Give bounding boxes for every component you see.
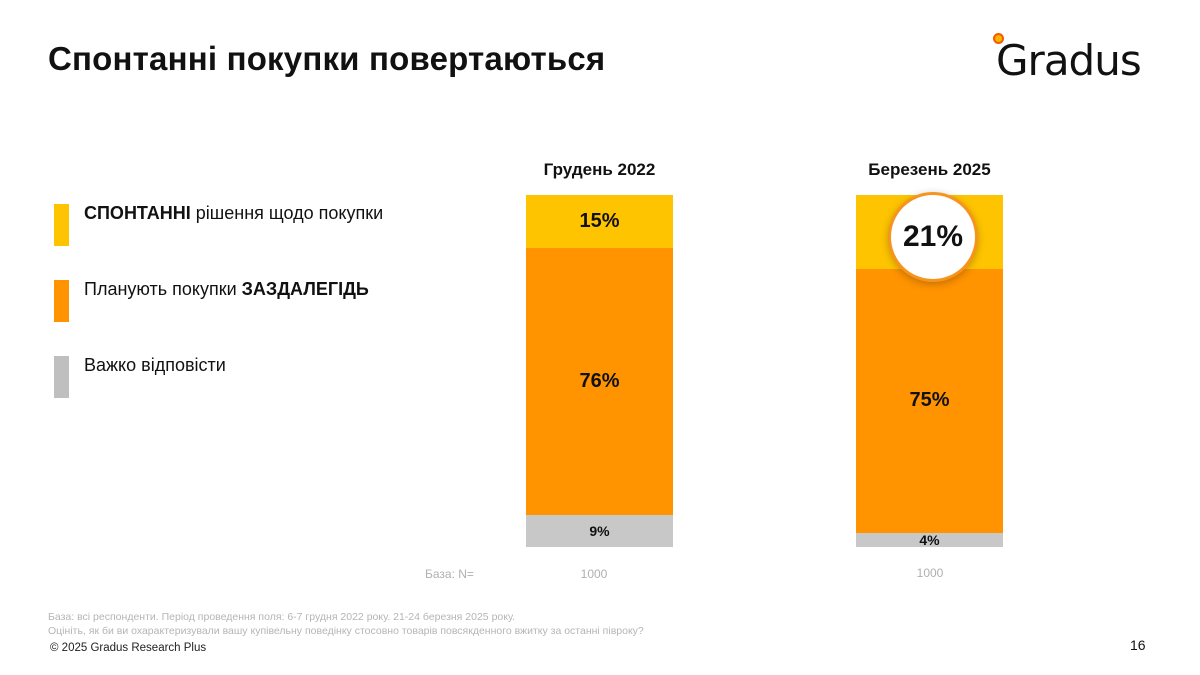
bar-segment-hard-to-say-1: 4%: [856, 531, 1003, 548]
bar-segment-hard-to-say-0: 9%: [526, 515, 673, 547]
base-value-2025: 1000: [916, 566, 944, 580]
legend-swatch-hard-to-say: [54, 356, 69, 398]
bar-segment-planned-0: 76%: [526, 247, 673, 516]
footnote: База: всі респонденти. Період проведення…: [48, 610, 644, 638]
legend-label-text: рішення щодо покупки: [190, 203, 384, 223]
legend-item-planned: Планують покупки ЗАЗДАЛЕГІДЬ: [54, 276, 474, 322]
copyright: © 2025 Gradus Research Plus: [50, 642, 207, 654]
footnote-question: Оцініть, як би ви охарактеризували вашу …: [48, 625, 644, 637]
footnote-base: База: всі респонденти. Період проведення…: [48, 611, 516, 623]
legend-item-spontaneous: СПОНТАННІ рішення щодо покупки: [54, 200, 474, 246]
highlight-bubble: 21%: [888, 192, 978, 282]
base-label: База: N=: [425, 567, 474, 581]
logo-dot-icon: [993, 33, 1004, 44]
category-label-1: Березень 2025: [868, 160, 991, 179]
data-label: 4%: [919, 531, 940, 548]
legend-item-hard-to-say: Важко відповісти: [54, 352, 474, 398]
legend-label-bold: ЗАЗДАЛЕГІДЬ: [241, 279, 369, 299]
page-number: 16: [1130, 637, 1146, 653]
slide-title: Спонтанні покупки повертаються: [48, 40, 606, 77]
data-label: 15%: [579, 209, 620, 232]
data-label: 9%: [589, 523, 610, 540]
data-label: 75%: [909, 389, 950, 412]
legend-swatch-planned: [54, 280, 69, 322]
bar-segment-planned-1: 75%: [856, 268, 1003, 533]
base-value-2022: 1000: [580, 567, 608, 581]
logo-text: Gradus: [996, 36, 1142, 85]
legend-swatch-spontaneous: [54, 204, 69, 246]
legend-label-text: Важко відповісти: [84, 355, 226, 375]
data-label: 76%: [579, 370, 620, 393]
category-label-0: Грудень 2022: [543, 160, 656, 179]
bar-segment-spontaneous-0: 15%: [526, 195, 673, 248]
legend-label-bold: СПОНТАННІ: [84, 203, 191, 223]
legend-label-text: Планують покупки: [84, 279, 242, 299]
